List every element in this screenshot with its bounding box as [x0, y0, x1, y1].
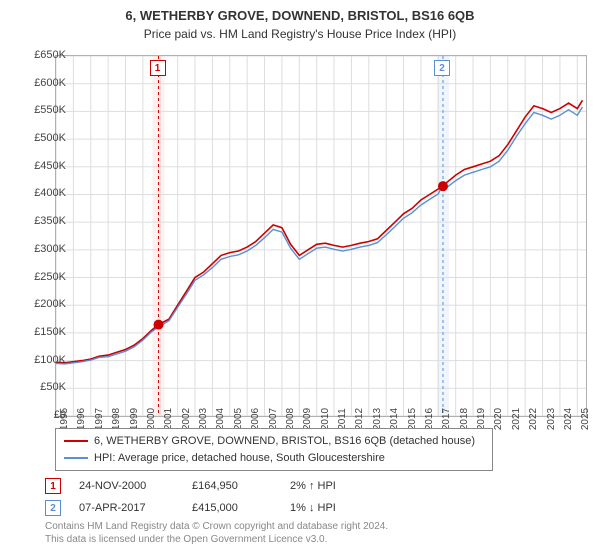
x-axis-label: 2013 [372, 408, 383, 430]
x-axis-label: 2020 [493, 408, 504, 430]
x-axis-label: 2014 [389, 408, 400, 430]
y-axis-label: £500K [16, 132, 66, 144]
x-axis-label: 1996 [76, 408, 87, 430]
x-axis-label: 2023 [546, 408, 557, 430]
y-axis-label: £350K [16, 215, 66, 227]
y-axis-label: £50K [16, 381, 66, 393]
legend-label: 6, WETHERBY GROVE, DOWNEND, BRISTOL, BS1… [94, 433, 475, 450]
y-axis-label: £150K [16, 326, 66, 338]
x-axis-label: 2019 [476, 408, 487, 430]
y-axis-label: £200K [16, 298, 66, 310]
x-axis-label: 2005 [233, 408, 244, 430]
x-axis-label: 2006 [250, 408, 261, 430]
footer-line1: Contains HM Land Registry data © Crown c… [45, 520, 388, 533]
x-axis-label: 2022 [528, 408, 539, 430]
legend-swatch [64, 457, 88, 459]
y-axis-label: £600K [16, 77, 66, 89]
x-axis-label: 2012 [354, 408, 365, 430]
y-axis-label: £650K [16, 49, 66, 61]
footer-attribution: Contains HM Land Registry data © Crown c… [45, 520, 388, 546]
x-axis-label: 2000 [146, 408, 157, 430]
y-axis-label: £450K [16, 160, 66, 172]
title-subtitle: Price paid vs. HM Land Registry's House … [0, 27, 600, 41]
price-chart [55, 55, 587, 417]
event-row: 1 24-NOV-2000 £164,950 2% ↑ HPI [45, 478, 336, 494]
legend-swatch [64, 440, 88, 442]
y-axis-label: £250K [16, 271, 66, 283]
y-axis-label: £100K [16, 354, 66, 366]
x-axis-label: 1999 [129, 408, 140, 430]
event-date: 24-NOV-2000 [79, 480, 174, 492]
chart-event-marker: 1 [150, 60, 166, 76]
y-axis-label: £550K [16, 104, 66, 116]
x-axis-label: 2001 [163, 408, 174, 430]
x-axis-label: 2016 [424, 408, 435, 430]
x-axis-label: 2004 [215, 408, 226, 430]
x-axis-label: 2008 [285, 408, 296, 430]
x-axis-label: 2009 [302, 408, 313, 430]
event-hpi: 1% ↓ HPI [290, 502, 336, 514]
x-axis-label: 1995 [59, 408, 70, 430]
x-axis-label: 2025 [580, 408, 591, 430]
x-axis-label: 1998 [111, 408, 122, 430]
x-axis-label: 2018 [459, 408, 470, 430]
x-axis-label: 2007 [268, 408, 279, 430]
legend-item: HPI: Average price, detached house, Sout… [64, 450, 484, 467]
chart-event-marker: 2 [434, 60, 450, 76]
event-price: £415,000 [192, 502, 272, 514]
event-table: 1 24-NOV-2000 £164,950 2% ↑ HPI 2 07-APR-2017… [45, 472, 336, 522]
legend: 6, WETHERBY GROVE, DOWNEND, BRISTOL, BS1… [55, 428, 493, 471]
event-row: 2 07-APR-2017 £415,000 1% ↓ HPI [45, 500, 336, 516]
x-axis-label: 2017 [441, 408, 452, 430]
event-hpi: 2% ↑ HPI [290, 480, 336, 492]
x-axis-label: 1997 [94, 408, 105, 430]
x-axis-label: 2002 [181, 408, 192, 430]
event-date: 07-APR-2017 [79, 502, 174, 514]
footer-line2: This data is licensed under the Open Gov… [45, 533, 388, 546]
x-axis-label: 2011 [337, 408, 348, 430]
event-number-box: 1 [45, 478, 61, 494]
x-axis-label: 2003 [198, 408, 209, 430]
y-axis-label: £300K [16, 243, 66, 255]
title-address: 6, WETHERBY GROVE, DOWNEND, BRISTOL, BS1… [0, 8, 600, 23]
event-number-box: 2 [45, 500, 61, 516]
y-axis-label: £400K [16, 187, 66, 199]
x-axis-label: 2010 [320, 408, 331, 430]
x-axis-label: 2021 [511, 408, 522, 430]
legend-label: HPI: Average price, detached house, Sout… [94, 450, 385, 467]
x-axis-label: 2024 [563, 408, 574, 430]
event-price: £164,950 [192, 480, 272, 492]
x-axis-label: 2015 [407, 408, 418, 430]
legend-item: 6, WETHERBY GROVE, DOWNEND, BRISTOL, BS1… [64, 433, 484, 450]
